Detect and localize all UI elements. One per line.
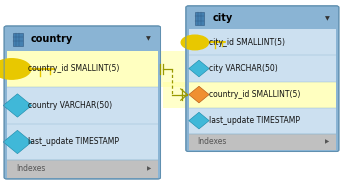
Bar bbox=[189, 29, 336, 134]
Text: country VARCHAR(50): country VARCHAR(50) bbox=[28, 101, 112, 110]
Bar bbox=[189, 55, 336, 82]
Bar bbox=[5, 51, 185, 87]
Text: ▼: ▼ bbox=[146, 37, 151, 42]
Polygon shape bbox=[189, 60, 209, 77]
Text: last_update TIMESTAMP: last_update TIMESTAMP bbox=[209, 116, 300, 125]
Text: ▶: ▶ bbox=[325, 139, 329, 144]
Text: Indexes: Indexes bbox=[198, 137, 227, 146]
Bar bbox=[7, 124, 158, 160]
Text: country: country bbox=[31, 34, 73, 44]
Polygon shape bbox=[189, 86, 209, 103]
FancyBboxPatch shape bbox=[4, 26, 161, 179]
Text: ▶: ▶ bbox=[146, 166, 151, 171]
Bar bbox=[13, 33, 23, 46]
Bar bbox=[7, 51, 158, 87]
Bar bbox=[189, 108, 336, 134]
Bar bbox=[7, 51, 158, 160]
Bar bbox=[194, 12, 204, 25]
Text: country_id SMALLINT(5): country_id SMALLINT(5) bbox=[28, 64, 119, 73]
FancyBboxPatch shape bbox=[186, 6, 339, 152]
Text: Indexes: Indexes bbox=[16, 164, 45, 173]
Bar bbox=[189, 134, 336, 150]
Bar bbox=[189, 82, 336, 108]
Polygon shape bbox=[189, 112, 209, 129]
Circle shape bbox=[0, 59, 31, 79]
Polygon shape bbox=[3, 130, 32, 154]
Text: city VARCHAR(50): city VARCHAR(50) bbox=[209, 64, 278, 73]
Text: country_id SMALLINT(5): country_id SMALLINT(5) bbox=[209, 90, 301, 99]
Text: city: city bbox=[212, 13, 233, 23]
Text: last_update TIMESTAMP: last_update TIMESTAMP bbox=[28, 137, 119, 147]
Text: city_id SMALLINT(5): city_id SMALLINT(5) bbox=[209, 38, 285, 47]
Polygon shape bbox=[3, 94, 32, 117]
Bar bbox=[163, 82, 338, 108]
Bar bbox=[189, 29, 336, 55]
Text: ▼: ▼ bbox=[325, 16, 330, 21]
Bar bbox=[7, 160, 158, 178]
Circle shape bbox=[181, 35, 209, 50]
Bar bbox=[7, 87, 158, 124]
